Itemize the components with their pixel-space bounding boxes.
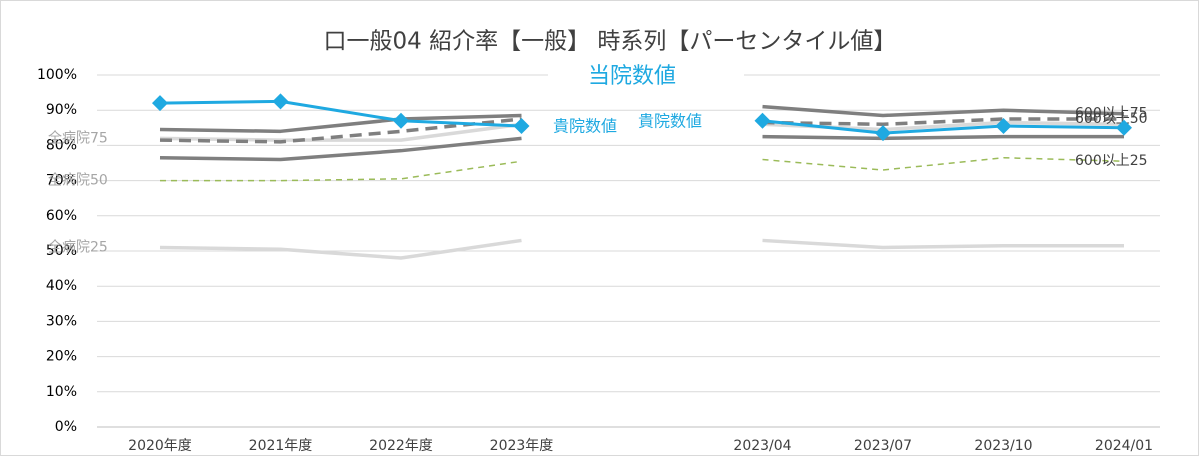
x-tick-label: 2023年度 (490, 438, 554, 454)
y-tick-label: 30% (46, 313, 77, 329)
y-tick-label: 80% (46, 137, 77, 153)
y-tick-label: 90% (46, 102, 77, 118)
series-label: 600以上25 (1075, 153, 1148, 169)
series-label: 当院数値 (588, 64, 676, 89)
x-tick-label: 2023/07 (854, 438, 912, 454)
x-tick-label: 2021年度 (249, 438, 313, 454)
marker (393, 112, 409, 129)
series-label: 全病院50 (48, 172, 108, 189)
annotation: 貴院数値 (638, 112, 702, 131)
y-tick-label: 10% (46, 384, 77, 400)
series-line (159, 122, 522, 142)
series-label: 600以上50 (1075, 111, 1148, 127)
y-tick-label: 20% (46, 349, 77, 365)
series-line (159, 99, 522, 128)
y-tick-label: 60% (46, 208, 77, 224)
x-tick-label: 2024/01 (1095, 438, 1153, 454)
series-label: 全病院25 (48, 238, 108, 255)
marker (1116, 119, 1132, 136)
marker (875, 125, 891, 142)
series-line (762, 117, 1124, 127)
x-tick-label: 2023/04 (733, 438, 791, 454)
label-bg (548, 58, 744, 96)
y-tick-label: 100% (37, 67, 77, 83)
series-line (762, 134, 1124, 141)
marker (995, 118, 1012, 135)
x-tick-label: 2023/10 (974, 438, 1032, 454)
series-line (762, 156, 1125, 171)
series-line (159, 117, 522, 144)
marker (754, 112, 771, 129)
x-tick-label: 2022年度 (369, 438, 433, 454)
y-tick-label: 50% (46, 243, 77, 259)
y-tick-label: 40% (46, 278, 77, 294)
series-line (159, 113, 522, 134)
series-line (762, 119, 1125, 135)
x-tick-label: 2020年度 (128, 438, 192, 454)
y-tick-label: 0% (55, 419, 77, 435)
series-label: 全病院75 (48, 129, 108, 146)
marker (152, 95, 168, 112)
series-line (159, 238, 522, 260)
y-tick-label: 70% (46, 173, 77, 189)
chart-title: 口一般04 紹介率【一般】 時系列【パーセンタイル値】 (324, 29, 897, 55)
series-line (160, 160, 522, 182)
annotation: 貴院数値 (553, 117, 617, 136)
series-line (762, 104, 1125, 118)
marker (272, 93, 289, 110)
marker (513, 118, 530, 135)
series-line (159, 136, 522, 162)
series-line (762, 238, 1124, 250)
